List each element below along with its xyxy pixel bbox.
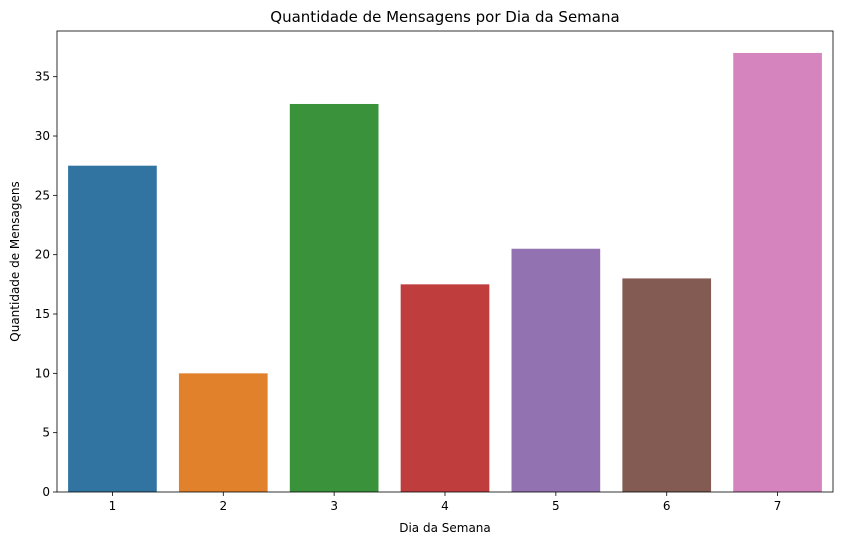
y-tick-label: 25: [35, 188, 50, 202]
bar-2: [178, 373, 268, 492]
y-tick-label: 0: [42, 485, 50, 499]
bar-1: [68, 165, 157, 492]
y-tick-label: 10: [35, 366, 50, 380]
x-tick-label: 4: [441, 499, 449, 513]
y-tick-label: 30: [35, 129, 50, 143]
x-tick-label: 3: [330, 499, 338, 513]
bar-7: [733, 52, 822, 492]
bar-5: [511, 248, 601, 492]
y-axis: 0 5 10 15 20 25 30 35: [35, 70, 57, 499]
x-tick-label: 2: [219, 499, 227, 513]
y-tick-label: 15: [35, 307, 50, 321]
y-tick-label: 35: [35, 70, 50, 84]
bar-4: [400, 284, 490, 492]
bars-layer: [68, 52, 822, 492]
chart-title: Quantidade de Mensagens por Dia da Seman…: [270, 8, 619, 26]
bar-6: [622, 278, 712, 492]
x-tick-label: 5: [552, 499, 560, 513]
y-axis-label: Quantidade de Mensagens: [8, 181, 22, 341]
bar-3: [289, 103, 379, 492]
x-axis-label: Dia da Semana: [399, 521, 491, 535]
x-axis: 1 2 3 4 5 6 7: [109, 492, 782, 513]
x-tick-label: 7: [774, 499, 782, 513]
x-tick-label: 6: [663, 499, 671, 513]
y-tick-label: 20: [35, 248, 50, 262]
y-tick-label: 5: [42, 426, 50, 440]
plot-frame: [56, 30, 834, 493]
x-tick-label: 1: [109, 499, 117, 513]
